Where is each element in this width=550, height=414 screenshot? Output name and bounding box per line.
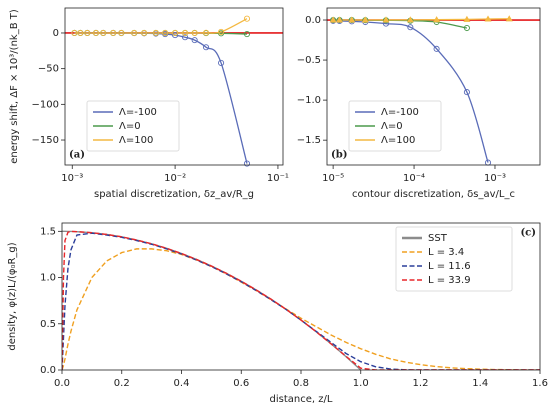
legend-label: Λ=-100 [381, 107, 419, 118]
x-tick-label: 10⁻⁵ [322, 173, 344, 184]
y-tick-label: 0.0 [40, 365, 56, 376]
series-line [62, 248, 540, 370]
series-line [333, 20, 489, 163]
marker [382, 16, 390, 23]
y-tick-label: 1.0 [40, 273, 56, 284]
y-tick-label: 1.5 [40, 226, 56, 237]
marker [361, 16, 369, 23]
legend-box [348, 100, 442, 152]
marker [182, 29, 189, 37]
marker [336, 16, 344, 23]
legend-box [86, 100, 180, 152]
y-tick-label: −100 [32, 99, 59, 110]
y-tick-label: −1.0 [297, 95, 321, 106]
x-tick-label: 1.6 [532, 378, 548, 389]
marker [463, 15, 471, 22]
legend-label: Λ=100 [381, 135, 415, 146]
marker [505, 15, 513, 22]
x-tick-label: 10⁻³ [484, 173, 506, 184]
y-tick-label: 0.5 [40, 319, 56, 330]
legend-box [395, 226, 513, 292]
x-axis-label: spatial discretization, δz_av/R_g [94, 189, 254, 200]
legend-label: SST [428, 233, 448, 244]
series-line [62, 230, 362, 370]
marker [71, 29, 78, 37]
y-axis-label: energy shift, ΔF × 10³/(nk_B T) [9, 9, 20, 164]
plot-area [62, 230, 540, 370]
x-tick-label: 0.0 [54, 378, 70, 389]
marker [329, 16, 337, 23]
series-line [62, 230, 540, 370]
marker [484, 15, 492, 22]
legend-label: L = 11.6 [428, 261, 471, 272]
marker [131, 29, 138, 37]
marker [243, 160, 251, 167]
marker [110, 29, 117, 37]
marker [191, 29, 198, 36]
x-tick-label: 10⁻² [164, 173, 186, 184]
x-axis-label: distance, z/L [270, 394, 333, 405]
marker [203, 44, 210, 51]
x-tick-label: 0.4 [174, 378, 190, 389]
marker [100, 29, 107, 37]
marker [141, 29, 148, 37]
marker [433, 45, 440, 52]
panel-label: (a) [69, 150, 85, 161]
x-axis-label: contour discretization, δs_av/L_c [352, 189, 515, 200]
y-axis-label: density, φ(z)L/(φ₀R_g) [7, 242, 18, 350]
legend-label: L = 33.9 [428, 275, 471, 286]
x-tick-label: 1.0 [353, 378, 369, 389]
marker [218, 59, 225, 67]
series-line [333, 18, 510, 21]
y-tick-label: −0.5 [297, 55, 321, 66]
marker [348, 16, 356, 23]
y-tick-label: 0 [53, 28, 59, 39]
y-tick-label: −50 [38, 64, 59, 75]
marker [433, 16, 441, 23]
legend-label: Λ=100 [119, 135, 153, 146]
legend-label: L = 3.4 [428, 247, 464, 258]
marker [218, 28, 225, 35]
x-tick-label: 0.6 [233, 378, 249, 389]
marker [172, 29, 179, 37]
y-tick-label: 0.0 [305, 15, 321, 26]
x-tick-label: 10⁻³ [61, 173, 83, 184]
plot-frame [61, 222, 541, 371]
marker [191, 37, 198, 44]
marker [243, 15, 251, 22]
marker [406, 16, 414, 23]
y-tick-label: −150 [32, 135, 59, 146]
panel-label: (c) [520, 228, 536, 239]
marker [77, 29, 84, 37]
marker [172, 32, 179, 39]
x-tick-label: 1.4 [472, 378, 488, 389]
plot-frame [326, 7, 541, 166]
legend-label: Λ=0 [381, 121, 403, 132]
marker [84, 29, 91, 37]
marker [118, 29, 125, 37]
plot-frame [64, 7, 284, 166]
marker [162, 29, 169, 37]
marker [407, 24, 414, 31]
marker [182, 34, 189, 41]
x-tick-label: 10⁻⁴ [403, 173, 425, 184]
legend-label: Λ=-100 [119, 107, 157, 118]
x-tick-label: 1.2 [413, 378, 429, 389]
panel-label: (b) [331, 150, 347, 161]
y-tick-label: −1.5 [297, 135, 321, 146]
x-tick-label: 0.8 [293, 378, 309, 389]
marker [92, 29, 100, 37]
marker [203, 29, 210, 36]
legend-label: Λ=0 [119, 121, 141, 132]
marker [243, 30, 251, 38]
x-tick-label: 0.2 [114, 378, 130, 389]
marker [463, 24, 470, 32]
marker [463, 89, 470, 96]
x-tick-label: 10⁻¹ [267, 173, 289, 184]
marker [152, 29, 159, 37]
